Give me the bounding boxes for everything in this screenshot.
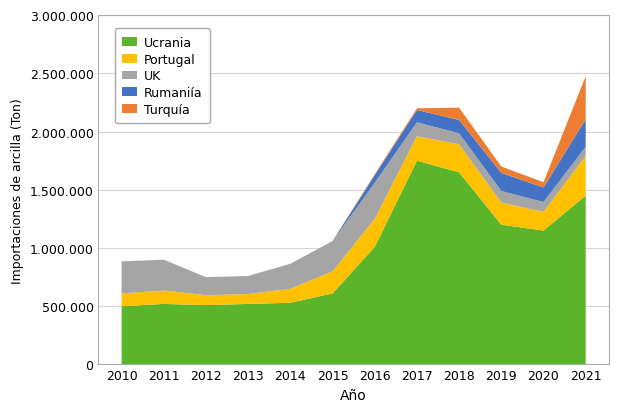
- X-axis label: Año: Año: [340, 388, 367, 402]
- Legend: Ucrania, Portugal, UK, Rumaniía, Turquía: Ucrania, Portugal, UK, Rumaniía, Turquía: [115, 29, 210, 124]
- Y-axis label: Importaciones de arcilla (Ton): Importaciones de arcilla (Ton): [11, 98, 24, 283]
